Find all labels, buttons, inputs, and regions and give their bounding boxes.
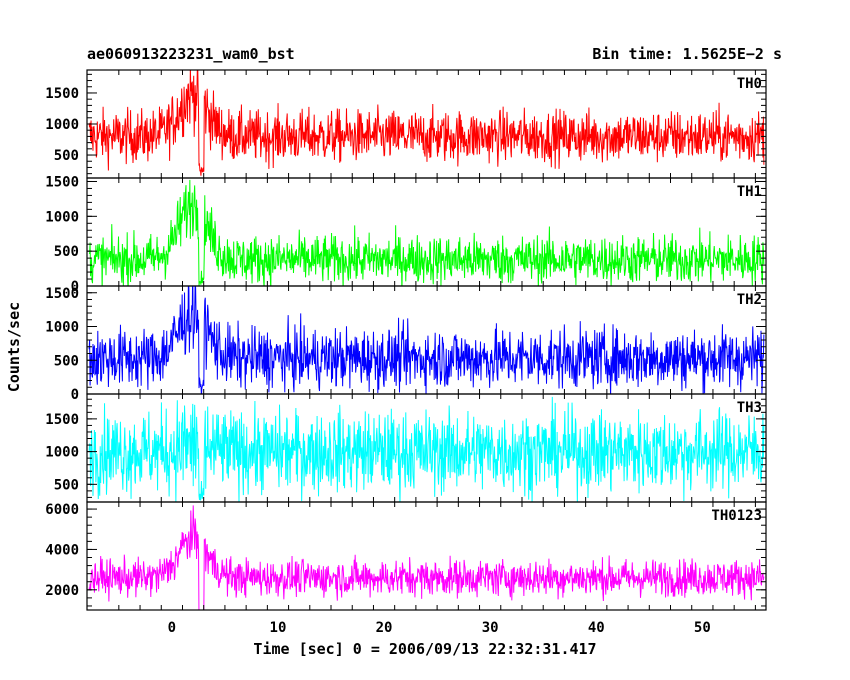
x-tick-label: 40 bbox=[588, 620, 605, 636]
y-tick-label: 2000 bbox=[45, 583, 79, 599]
x-tick-label: 50 bbox=[694, 620, 711, 636]
panel-frame bbox=[86, 501, 767, 611]
series-line-th1 bbox=[88, 179, 765, 286]
panel-th2: 0 500 1000 1500 TH2 bbox=[45, 285, 767, 403]
panel-label-th0123: TH0123 bbox=[711, 508, 762, 524]
y-tick-label: 0 bbox=[71, 279, 79, 295]
y-tick-label: 500 bbox=[54, 477, 79, 493]
y-tick-label: 500 bbox=[54, 148, 79, 164]
x-tick-label: 10 bbox=[270, 620, 287, 636]
y-tick-label: 1000 bbox=[45, 117, 79, 133]
y-tick-label: 1000 bbox=[45, 445, 79, 461]
panel-label-th1: TH1 bbox=[737, 184, 762, 200]
series-line-th0 bbox=[88, 70, 765, 176]
y-tick-label: 6000 bbox=[45, 502, 79, 518]
x-tick-label: 30 bbox=[482, 620, 499, 636]
panel-th0123: 2000 4000 6000 TH0123 bbox=[45, 501, 767, 611]
panel-th3: 500 1000 1500 TH3 bbox=[45, 393, 767, 503]
y-tick-label: 1500 bbox=[45, 412, 79, 428]
y-tick-label: 1500 bbox=[45, 86, 79, 102]
panel-th0: 500 1000 1500 TH0 bbox=[45, 69, 767, 179]
x-tick-label: 20 bbox=[376, 620, 393, 636]
y-tick-label: 1000 bbox=[45, 320, 79, 336]
y-tick-label: 0 bbox=[71, 387, 79, 403]
chart-title-right: Bin time: 1.5625E−2 s bbox=[592, 45, 782, 63]
series-line-th3 bbox=[88, 396, 765, 502]
panel-label-th0: TH0 bbox=[737, 76, 762, 92]
x-tick-label: 0 bbox=[168, 620, 176, 636]
x-axis-label: Time [sec] 0 = 2006/09/13 22:32:31.417 bbox=[253, 640, 597, 658]
panel-label-th3: TH3 bbox=[737, 400, 762, 416]
y-tick-label: 4000 bbox=[45, 542, 79, 558]
series-line-th0123 bbox=[88, 505, 765, 610]
y-tick-label: 1500 bbox=[45, 286, 79, 302]
chart-title-left: ae060913223231_wam0_bst bbox=[87, 45, 295, 63]
panel-label-th2: TH2 bbox=[737, 292, 762, 308]
y-tick-label: 1500 bbox=[45, 174, 79, 190]
y-tick-label: 500 bbox=[54, 353, 79, 369]
series-line-th2 bbox=[88, 286, 765, 394]
y-tick-label: 500 bbox=[54, 244, 79, 260]
panel-th1: 0 500 1000 1500 TH1 bbox=[45, 174, 767, 295]
y-tick-label: 1000 bbox=[45, 209, 79, 225]
